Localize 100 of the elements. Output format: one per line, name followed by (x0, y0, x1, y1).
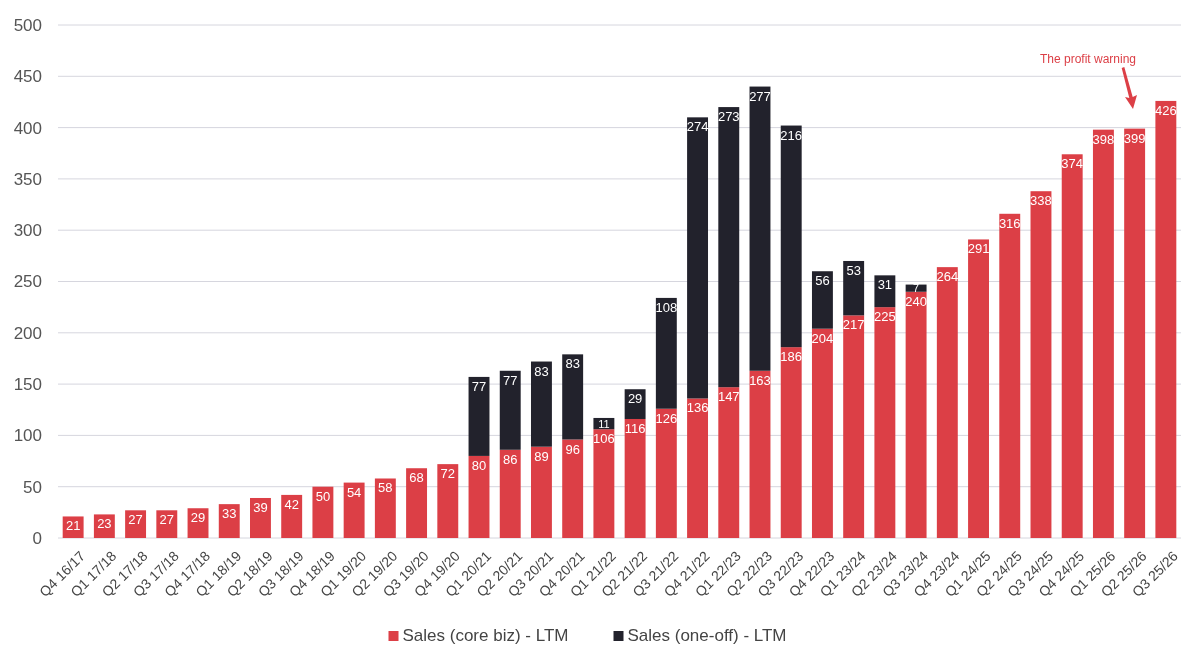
bar (125, 510, 147, 538)
data-label: 186 (780, 349, 803, 365)
data-label: 54 (346, 484, 362, 500)
data-label: 77 (502, 372, 518, 388)
y-tick-label: 50 (23, 477, 42, 497)
bar (562, 439, 584, 538)
bar (1030, 191, 1052, 538)
data-label: 21 (65, 518, 81, 534)
data-label: 147 (717, 389, 740, 405)
bar (749, 86, 771, 371)
data-label: 77 (471, 378, 487, 394)
bar (874, 275, 896, 308)
bar (1124, 128, 1146, 538)
data-label: 29 (190, 510, 206, 526)
bar (593, 429, 615, 538)
data-label: 31 (877, 277, 893, 293)
data-label: 106 (593, 431, 615, 447)
bar (1061, 154, 1083, 538)
data-label: 39 (253, 499, 268, 515)
data-label: 86 (502, 451, 518, 467)
bar (530, 361, 552, 447)
legend-label: Sales (core biz) - LTM (402, 626, 569, 645)
bar (718, 387, 740, 538)
data-label: 27 (128, 512, 143, 528)
y-tick-label: 250 (13, 272, 42, 292)
data-label: 27 (159, 512, 175, 528)
data-label: 136 (686, 400, 709, 416)
data-label: 56 (815, 273, 830, 289)
bar (624, 418, 646, 538)
bar (718, 107, 740, 388)
y-tick-label: 450 (13, 67, 42, 87)
data-label: 163 (749, 372, 771, 388)
data-label: 72 (440, 466, 456, 482)
bar (780, 125, 802, 348)
bar (687, 117, 709, 399)
bar (437, 464, 459, 538)
data-label: 53 (846, 262, 861, 278)
bar (562, 354, 584, 440)
data-label: 42 (284, 496, 299, 512)
data-label: 316 (998, 215, 1021, 231)
bar (968, 239, 989, 538)
data-label: 273 (717, 109, 740, 125)
data-label: 58 (378, 480, 393, 496)
bar (406, 468, 428, 538)
bar (499, 370, 521, 450)
data-label: 426 (1155, 102, 1177, 118)
y-tick-label: 100 (13, 426, 42, 446)
bar (530, 446, 552, 538)
bar (687, 398, 709, 538)
data-label: 116 (624, 420, 646, 436)
y-tick-label: 0 (32, 528, 42, 548)
data-label: 338 (1030, 193, 1052, 209)
bar (468, 376, 490, 456)
bar (312, 486, 334, 538)
data-label: 33 (222, 506, 237, 522)
data-label: 374 (1061, 156, 1084, 172)
bar (811, 271, 833, 329)
legend-label: Sales (one-off) - LTM (627, 626, 787, 645)
bar (843, 315, 865, 538)
bar (499, 449, 521, 538)
y-tick-label: 300 (13, 221, 42, 241)
bar (811, 328, 833, 538)
data-label: 277 (749, 88, 771, 104)
data-label: 89 (534, 448, 549, 464)
bar (749, 370, 771, 538)
data-label: 216 (780, 127, 803, 143)
data-label: 11 (598, 417, 610, 430)
y-tick-label: 150 (13, 375, 42, 395)
bar (936, 267, 958, 538)
data-label: 29 (627, 391, 643, 407)
data-label: 7 (913, 282, 920, 295)
data-label: 126 (655, 410, 678, 426)
data-label: 399 (1123, 130, 1146, 146)
data-label: 83 (534, 363, 549, 379)
y-tick-label: 400 (13, 118, 42, 138)
bar (780, 347, 802, 538)
bar (1155, 100, 1177, 538)
bar (655, 408, 677, 538)
data-label: 68 (409, 470, 424, 486)
data-label: 96 (565, 441, 580, 457)
bar (281, 494, 303, 538)
data-label: 108 (655, 299, 678, 315)
bar (374, 478, 396, 538)
data-label: 274 (686, 119, 709, 135)
bar (1092, 129, 1114, 538)
y-tick-label: 500 (13, 15, 42, 35)
bar (655, 297, 677, 409)
bar (156, 510, 178, 538)
bar (905, 291, 927, 538)
data-label: 240 (905, 293, 927, 309)
data-label: 83 (565, 356, 580, 372)
bar (468, 455, 490, 538)
y-tick-label: 350 (13, 169, 42, 189)
data-label: 204 (811, 330, 834, 346)
data-label: 264 (936, 269, 959, 285)
bar (843, 260, 865, 316)
data-label: 291 (967, 241, 990, 257)
data-label: 398 (1092, 131, 1115, 147)
data-label: 80 (471, 457, 487, 473)
annotation: The profit warning (1039, 52, 1137, 66)
